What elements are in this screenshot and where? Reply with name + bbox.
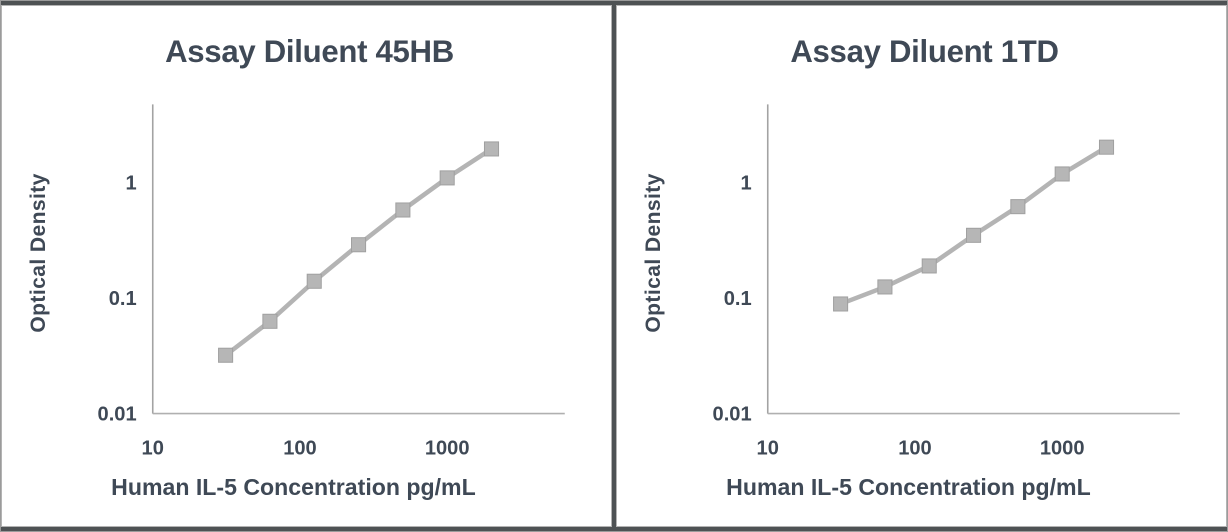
y-tick-label: 0.1 <box>109 288 137 310</box>
data-point-marker <box>833 296 849 312</box>
data-point-marker <box>306 273 322 289</box>
top-border-strip <box>1 1 1227 5</box>
x-tick-label: 1000 <box>1040 438 1085 460</box>
data-point-marker <box>351 237 367 253</box>
data-point-marker <box>218 347 234 363</box>
chart-title: Assay Diluent 45HB <box>165 34 454 69</box>
data-point-marker <box>1010 199 1026 215</box>
chart-title: Assay Diluent 1TD <box>790 34 1058 69</box>
y-axis-label: Optical Density <box>642 173 665 332</box>
data-point-marker <box>395 202 411 218</box>
y-tick-label: 1 <box>125 173 136 195</box>
data-point-marker <box>483 141 500 157</box>
data-point-marker <box>439 170 455 186</box>
y-axis-label: Optical Density <box>27 173 50 332</box>
x-tick-label: 100 <box>898 438 932 460</box>
y-tick-label: 0.1 <box>724 288 752 310</box>
data-point-marker <box>262 313 278 329</box>
x-tick-label: 100 <box>283 438 317 460</box>
chart-panel-left: Assay Diluent 45HB Optical Density Human… <box>1 5 612 527</box>
data-point-marker <box>1098 139 1115 155</box>
data-point-marker <box>966 227 982 243</box>
chart-panel-right: Assay Diluent 1TD Optical Density Human … <box>616 5 1227 527</box>
chart-canvas-left: Assay Diluent 45HB Optical Density Human… <box>27 34 565 500</box>
charts-row: Assay Diluent 45HB Optical Density Human… <box>1 5 1227 527</box>
x-axis-label: Human IL-5 Concentration pg/mL <box>111 474 476 500</box>
bottom-border-strip <box>1 527 1227 531</box>
data-point-marker <box>1054 166 1070 182</box>
y-tick-label: 1 <box>740 173 751 195</box>
x-axis-label: Human IL-5 Concentration pg/mL <box>726 474 1091 500</box>
panel-divider <box>612 5 616 527</box>
x-tick-label: 10 <box>757 438 779 460</box>
y-tick-label: 0.01 <box>98 404 137 426</box>
data-point-marker <box>877 279 893 295</box>
data-point-marker <box>921 258 937 274</box>
x-tick-label: 1000 <box>425 438 470 460</box>
chart-canvas-right: Assay Diluent 1TD Optical Density Human … <box>642 34 1180 500</box>
plot-area: 10 100 1000 1 0.1 0.01 <box>713 104 1180 460</box>
x-tick-label: 10 <box>142 438 164 460</box>
plot-area: 10 100 1000 1 0.1 0.01 <box>98 104 565 460</box>
y-tick-label: 0.01 <box>713 404 752 426</box>
